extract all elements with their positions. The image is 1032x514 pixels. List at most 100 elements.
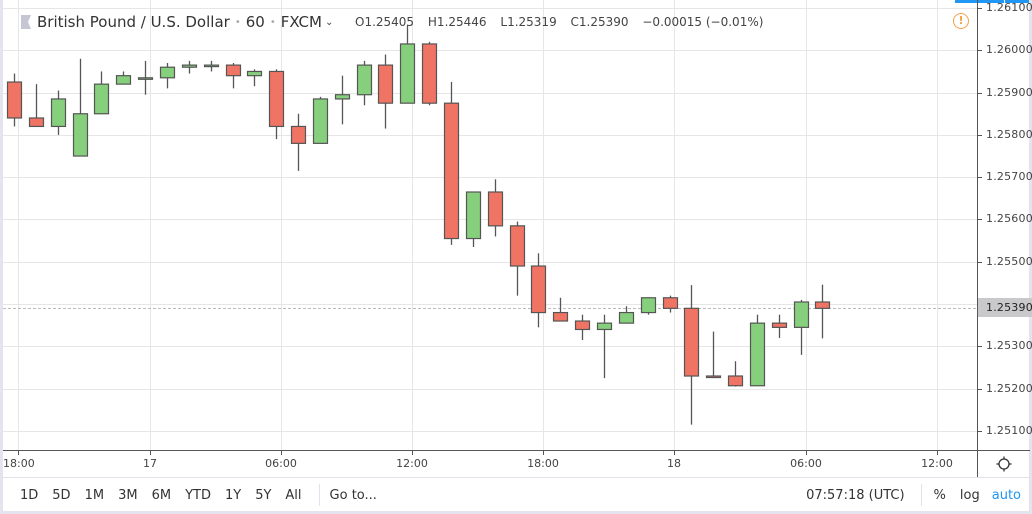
candle-body	[181, 64, 198, 68]
time-label: 17	[143, 457, 157, 470]
candle[interactable]	[72, 58, 89, 157]
candle[interactable]	[727, 361, 744, 387]
candle[interactable]	[443, 82, 460, 245]
candle[interactable]	[159, 62, 176, 89]
candle[interactable]	[225, 62, 242, 89]
log-toggle[interactable]: log	[959, 487, 980, 503]
candle-body	[727, 375, 744, 387]
price-tick	[978, 135, 982, 136]
candle-body	[509, 225, 526, 267]
candle[interactable]	[814, 284, 831, 339]
symbol-flag-icon	[21, 15, 31, 29]
candle[interactable]	[334, 75, 351, 125]
price-label: 1.25300	[986, 339, 1032, 352]
chevron-down-icon[interactable]: ⌄	[324, 16, 334, 28]
percent-toggle[interactable]: %	[933, 487, 946, 503]
symbol-name[interactable]: British Pound / U.S. Dollar	[37, 13, 230, 31]
range-button-3m[interactable]: 3M	[118, 487, 138, 503]
candle-body	[814, 301, 831, 309]
candle[interactable]	[793, 299, 810, 355]
time-tick	[806, 451, 807, 455]
chart-settings-button[interactable]	[977, 450, 1030, 477]
range-button-all[interactable]: All	[285, 487, 302, 503]
candle[interactable]	[662, 295, 679, 313]
candle[interactable]	[377, 54, 394, 129]
alert-icon[interactable]: !	[953, 13, 969, 29]
exchange-label[interactable]: FXCM	[280, 13, 322, 31]
candle-body	[574, 320, 591, 331]
clock-timezone[interactable]: 07:57:18 (UTC)	[806, 487, 905, 503]
candle[interactable]	[574, 314, 591, 341]
ohlc-values: O1.25405 H1.25446 L1.25319 C1.25390 −0.0…	[355, 15, 773, 29]
candle[interactable]	[705, 331, 722, 379]
accent-divider	[1004, 0, 1005, 3]
time-label: 18:00	[3, 457, 35, 470]
toolbar-divider	[318, 484, 320, 506]
candle[interactable]	[509, 221, 526, 296]
candle-body	[749, 322, 766, 387]
candle[interactable]	[640, 297, 657, 315]
candle[interactable]	[749, 314, 766, 387]
price-tick	[978, 389, 982, 390]
interval-label[interactable]: 60	[245, 13, 265, 31]
candle-body	[312, 98, 329, 144]
open-value: O1.25405	[355, 15, 415, 29]
range-button-1m[interactable]: 1M	[84, 487, 105, 503]
candle[interactable]	[50, 90, 67, 135]
candle[interactable]	[246, 69, 263, 87]
candle-body	[683, 307, 700, 377]
candle[interactable]	[356, 60, 373, 106]
range-button-6m[interactable]: 6M	[151, 487, 172, 503]
time-tick	[281, 451, 282, 455]
top-accent-bar	[955, 0, 1029, 3]
candle[interactable]	[487, 179, 504, 237]
candle[interactable]	[181, 60, 198, 74]
separator-dot: •	[234, 16, 241, 28]
candle[interactable]	[683, 285, 700, 425]
price-axis[interactable]: 1.26100 1.26000 1.25900 1.25800 1.25700 1.256…	[977, 0, 1032, 450]
candle[interactable]	[596, 314, 613, 379]
candle-body	[50, 98, 67, 128]
chart-plot-area[interactable]	[3, 0, 977, 450]
candle[interactable]	[203, 60, 220, 72]
range-button-5d[interactable]: 5D	[52, 487, 71, 503]
range-button-1y[interactable]: 1Y	[224, 487, 242, 503]
time-tick	[937, 451, 938, 455]
range-button-5y[interactable]: 5Y	[255, 487, 272, 503]
candle[interactable]	[399, 24, 416, 104]
chart-legend: British Pound / U.S. Dollar • 60 • FXCM …	[3, 10, 333, 34]
low-value: L1.25319	[500, 15, 557, 29]
high-value: H1.25446	[427, 15, 487, 29]
candle[interactable]	[312, 96, 329, 144]
candle-body	[290, 125, 307, 144]
candle[interactable]	[421, 41, 438, 106]
candlestick-chart[interactable]	[3, 0, 977, 450]
candle-body	[552, 311, 569, 322]
range-button-1d[interactable]: 1D	[20, 487, 39, 503]
time-axis[interactable]: 18:00 17 06:00 12:00 18:00 18 06:00 12:00	[3, 450, 977, 477]
price-label: 1.25200	[986, 382, 1032, 395]
candle[interactable]	[290, 113, 307, 171]
auto-toggle[interactable]: auto	[991, 487, 1021, 503]
time-label: 18	[667, 457, 681, 470]
candle[interactable]	[28, 84, 45, 128]
range-button-ytd[interactable]: YTD	[185, 487, 211, 503]
candle-body	[28, 117, 45, 128]
goto-button[interactable]: Go to...	[329, 487, 377, 503]
candle[interactable]	[465, 191, 482, 247]
chart-frame: British Pound / U.S. Dollar • 60 • FXCM …	[3, 0, 1032, 511]
price-label: 1.25500	[986, 255, 1032, 268]
candle[interactable]	[93, 71, 110, 115]
gear-icon	[996, 456, 1012, 472]
candle[interactable]	[618, 306, 635, 324]
time-tick	[412, 451, 413, 455]
candle[interactable]	[771, 314, 788, 338]
candle-body	[268, 70, 285, 128]
candle[interactable]	[137, 60, 154, 95]
candle[interactable]	[6, 73, 23, 127]
candle[interactable]	[552, 297, 569, 322]
candle[interactable]	[268, 69, 285, 140]
candle-body	[356, 64, 373, 96]
candle[interactable]	[530, 253, 547, 328]
candle[interactable]	[115, 71, 132, 85]
